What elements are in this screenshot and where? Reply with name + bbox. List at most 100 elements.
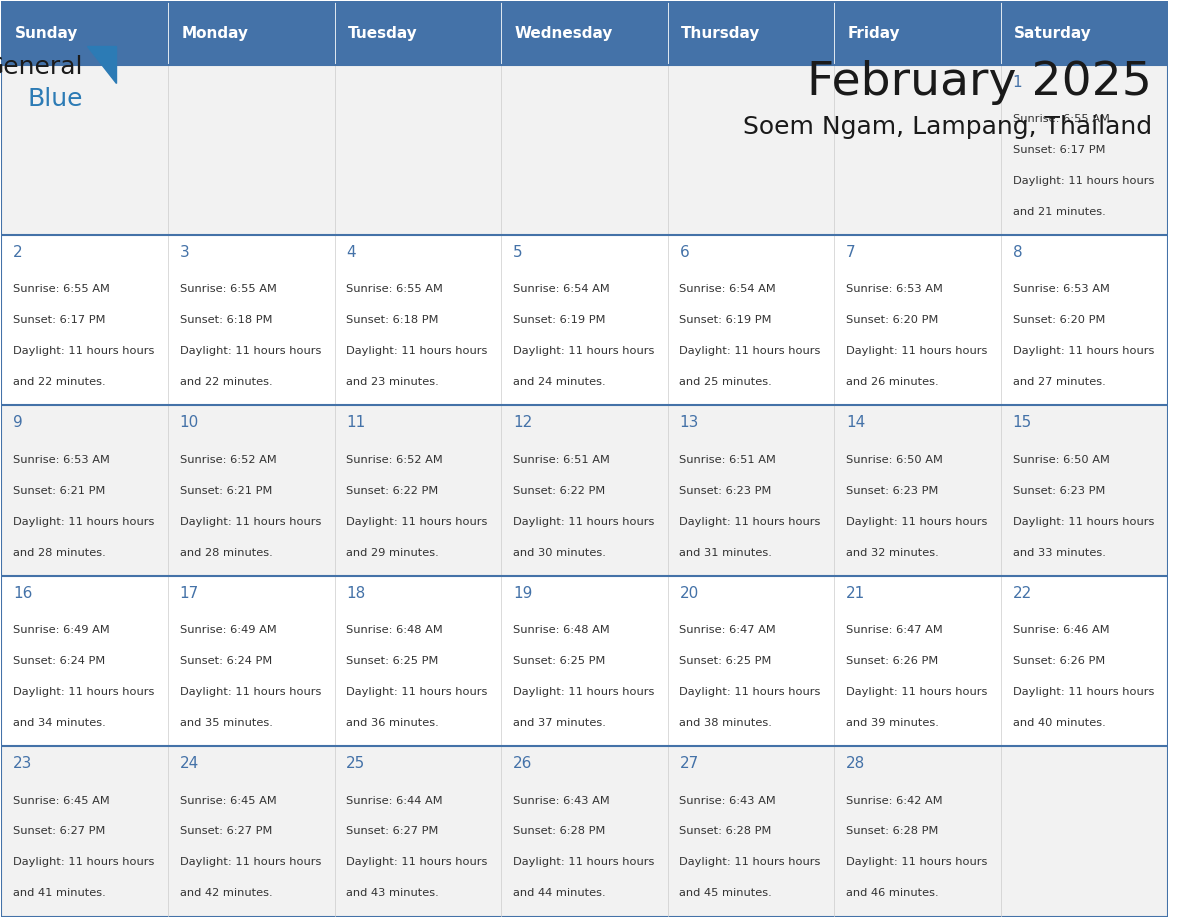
- Text: Monday: Monday: [182, 26, 248, 40]
- FancyBboxPatch shape: [668, 65, 834, 235]
- Text: Sunrise: 6:49 AM: Sunrise: 6:49 AM: [13, 625, 109, 635]
- Text: Daylight: 11 hours hours: Daylight: 11 hours hours: [179, 346, 321, 356]
- Text: Sunrise: 6:45 AM: Sunrise: 6:45 AM: [179, 796, 277, 805]
- FancyBboxPatch shape: [668, 576, 834, 746]
- Text: Sunrise: 6:50 AM: Sunrise: 6:50 AM: [1012, 454, 1110, 465]
- Text: Daylight: 11 hours hours: Daylight: 11 hours hours: [13, 346, 154, 356]
- Text: Daylight: 11 hours hours: Daylight: 11 hours hours: [513, 346, 655, 356]
- Text: Daylight: 11 hours hours: Daylight: 11 hours hours: [1012, 687, 1154, 697]
- FancyBboxPatch shape: [168, 235, 335, 406]
- Text: Sunrise: 6:55 AM: Sunrise: 6:55 AM: [179, 285, 277, 295]
- FancyBboxPatch shape: [668, 235, 834, 406]
- FancyBboxPatch shape: [335, 406, 501, 576]
- Text: 23: 23: [13, 756, 32, 771]
- Text: Sunrise: 6:55 AM: Sunrise: 6:55 AM: [1012, 114, 1110, 124]
- Text: Sunrise: 6:53 AM: Sunrise: 6:53 AM: [1012, 285, 1110, 295]
- Text: and 26 minutes.: and 26 minutes.: [846, 377, 939, 387]
- Text: and 34 minutes.: and 34 minutes.: [13, 718, 106, 728]
- FancyBboxPatch shape: [501, 406, 668, 576]
- FancyBboxPatch shape: [1001, 65, 1168, 235]
- Text: and 28 minutes.: and 28 minutes.: [13, 548, 106, 558]
- Text: and 24 minutes.: and 24 minutes.: [513, 377, 606, 387]
- Text: Sunrise: 6:52 AM: Sunrise: 6:52 AM: [179, 454, 277, 465]
- FancyBboxPatch shape: [1001, 746, 1168, 916]
- Text: Sunset: 6:25 PM: Sunset: 6:25 PM: [680, 656, 772, 666]
- Text: Sunset: 6:27 PM: Sunset: 6:27 PM: [346, 826, 438, 836]
- FancyBboxPatch shape: [335, 746, 501, 916]
- FancyBboxPatch shape: [1001, 2, 1168, 65]
- Text: 2: 2: [13, 245, 23, 260]
- Text: Sunset: 6:20 PM: Sunset: 6:20 PM: [846, 316, 939, 325]
- Text: Soem Ngam, Lampang, Thailand: Soem Ngam, Lampang, Thailand: [744, 115, 1152, 139]
- FancyBboxPatch shape: [168, 2, 335, 65]
- FancyBboxPatch shape: [668, 2, 834, 65]
- Text: and 45 minutes.: and 45 minutes.: [680, 889, 772, 899]
- Text: and 37 minutes.: and 37 minutes.: [513, 718, 606, 728]
- Text: Daylight: 11 hours hours: Daylight: 11 hours hours: [846, 857, 987, 868]
- FancyBboxPatch shape: [834, 2, 1001, 65]
- Text: and 35 minutes.: and 35 minutes.: [179, 718, 272, 728]
- Text: 10: 10: [179, 415, 198, 431]
- Text: Daylight: 11 hours hours: Daylight: 11 hours hours: [846, 346, 987, 356]
- Text: Sunset: 6:19 PM: Sunset: 6:19 PM: [513, 316, 606, 325]
- Text: Sunrise: 6:47 AM: Sunrise: 6:47 AM: [680, 625, 776, 635]
- FancyBboxPatch shape: [668, 746, 834, 916]
- Text: Sunrise: 6:51 AM: Sunrise: 6:51 AM: [513, 454, 609, 465]
- Text: Daylight: 11 hours hours: Daylight: 11 hours hours: [846, 687, 987, 697]
- FancyBboxPatch shape: [1, 576, 168, 746]
- Text: 21: 21: [846, 586, 865, 600]
- Text: and 27 minutes.: and 27 minutes.: [1012, 377, 1105, 387]
- Text: and 42 minutes.: and 42 minutes.: [179, 889, 272, 899]
- Text: and 23 minutes.: and 23 minutes.: [346, 377, 440, 387]
- Text: Sunset: 6:17 PM: Sunset: 6:17 PM: [1012, 145, 1105, 155]
- Text: 26: 26: [513, 756, 532, 771]
- Text: and 30 minutes.: and 30 minutes.: [513, 548, 606, 558]
- Text: 25: 25: [346, 756, 366, 771]
- Text: Daylight: 11 hours hours: Daylight: 11 hours hours: [346, 517, 487, 527]
- FancyBboxPatch shape: [168, 576, 335, 746]
- FancyBboxPatch shape: [1, 746, 168, 916]
- Text: General: General: [0, 55, 83, 79]
- FancyBboxPatch shape: [834, 65, 1001, 235]
- Text: Daylight: 11 hours hours: Daylight: 11 hours hours: [346, 857, 487, 868]
- Text: Daylight: 11 hours hours: Daylight: 11 hours hours: [513, 857, 655, 868]
- FancyBboxPatch shape: [501, 746, 668, 916]
- Text: Sunrise: 6:46 AM: Sunrise: 6:46 AM: [1012, 625, 1110, 635]
- Text: Daylight: 11 hours hours: Daylight: 11 hours hours: [179, 687, 321, 697]
- Text: Daylight: 11 hours hours: Daylight: 11 hours hours: [13, 857, 154, 868]
- Text: Daylight: 11 hours hours: Daylight: 11 hours hours: [680, 857, 821, 868]
- Text: Sunset: 6:24 PM: Sunset: 6:24 PM: [179, 656, 272, 666]
- Text: 22: 22: [1012, 586, 1032, 600]
- Text: Daylight: 11 hours hours: Daylight: 11 hours hours: [513, 687, 655, 697]
- Text: and 22 minutes.: and 22 minutes.: [179, 377, 272, 387]
- Text: Sunrise: 6:52 AM: Sunrise: 6:52 AM: [346, 454, 443, 465]
- Text: Sunrise: 6:44 AM: Sunrise: 6:44 AM: [346, 796, 443, 805]
- FancyBboxPatch shape: [501, 576, 668, 746]
- FancyBboxPatch shape: [335, 576, 501, 746]
- Text: Sunset: 6:28 PM: Sunset: 6:28 PM: [846, 826, 939, 836]
- Text: Daylight: 11 hours hours: Daylight: 11 hours hours: [680, 517, 821, 527]
- FancyBboxPatch shape: [834, 576, 1001, 746]
- FancyBboxPatch shape: [1001, 406, 1168, 576]
- Text: Daylight: 11 hours hours: Daylight: 11 hours hours: [179, 517, 321, 527]
- Text: Daylight: 11 hours hours: Daylight: 11 hours hours: [846, 517, 987, 527]
- Text: and 36 minutes.: and 36 minutes.: [346, 718, 440, 728]
- Text: and 25 minutes.: and 25 minutes.: [680, 377, 772, 387]
- Text: Sunset: 6:21 PM: Sunset: 6:21 PM: [179, 486, 272, 496]
- Text: 15: 15: [1012, 415, 1032, 431]
- Text: 8: 8: [1012, 245, 1022, 260]
- Text: Sunset: 6:27 PM: Sunset: 6:27 PM: [179, 826, 272, 836]
- FancyBboxPatch shape: [335, 235, 501, 406]
- FancyBboxPatch shape: [501, 235, 668, 406]
- Text: Sunset: 6:24 PM: Sunset: 6:24 PM: [13, 656, 106, 666]
- Text: Sunset: 6:22 PM: Sunset: 6:22 PM: [513, 486, 605, 496]
- FancyBboxPatch shape: [168, 406, 335, 576]
- Text: 27: 27: [680, 756, 699, 771]
- Text: Sunset: 6:27 PM: Sunset: 6:27 PM: [13, 826, 106, 836]
- Text: 20: 20: [680, 586, 699, 600]
- Text: Saturday: Saturday: [1015, 26, 1092, 40]
- Text: 12: 12: [513, 415, 532, 431]
- Text: Sunset: 6:21 PM: Sunset: 6:21 PM: [13, 486, 106, 496]
- Text: Daylight: 11 hours hours: Daylight: 11 hours hours: [513, 517, 655, 527]
- Text: 9: 9: [13, 415, 23, 431]
